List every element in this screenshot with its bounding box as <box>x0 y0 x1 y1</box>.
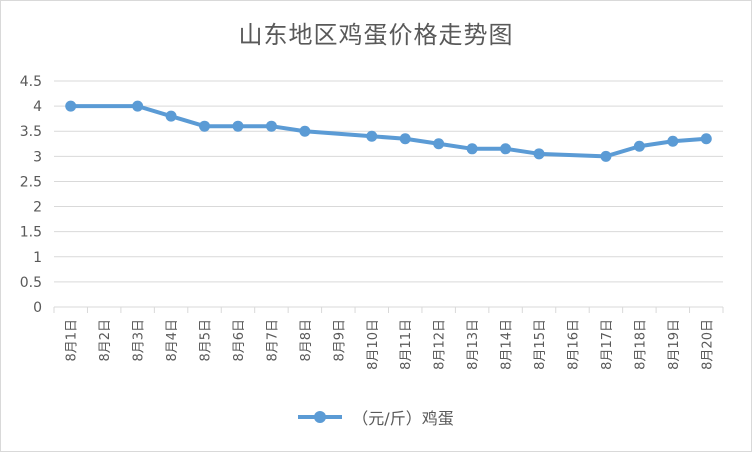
y-tick-label: 0.5 <box>20 275 42 291</box>
y-tick-label: 2.5 <box>20 174 42 190</box>
x-tick-label: 8月3日 <box>132 319 147 362</box>
data-point <box>232 120 244 132</box>
data-point <box>433 138 445 150</box>
y-tick-label: 0 <box>33 300 42 316</box>
x-tick-label: 8月14日 <box>500 319 515 370</box>
x-tick-label: 8月9日 <box>332 319 347 362</box>
data-point <box>533 148 545 160</box>
x-tick-label: 8月6日 <box>232 319 247 362</box>
data-point <box>667 135 679 147</box>
x-tick-label: 8月12日 <box>433 319 448 370</box>
x-tick-label: 8月15日 <box>533 319 548 370</box>
x-tick-label: 8月19日 <box>667 319 682 370</box>
y-tick-label: 3.5 <box>20 124 42 140</box>
data-point <box>399 133 411 145</box>
legend-marker <box>298 410 343 424</box>
data-point <box>600 150 612 162</box>
x-tick-label: 8月13日 <box>466 319 481 370</box>
data-point <box>299 125 311 137</box>
y-tick-label: 4.5 <box>20 74 42 90</box>
data-point <box>199 120 211 132</box>
data-point <box>366 130 378 142</box>
data-point <box>165 110 177 122</box>
y-tick-label: 3 <box>33 149 42 165</box>
data-point <box>633 140 645 152</box>
data-point <box>700 133 712 145</box>
y-tick-label: 1 <box>33 250 42 266</box>
y-tick-label: 4 <box>33 99 42 115</box>
chart-title: 山东地区鸡蛋价格走势图 <box>238 21 514 49</box>
y-tick-label: 2 <box>33 200 42 216</box>
legend-label: （元/斤）鸡蛋 <box>352 409 454 428</box>
data-point <box>65 100 77 112</box>
data-point <box>500 143 512 155</box>
x-tick-label: 8月7日 <box>265 319 280 362</box>
x-tick-label: 8月4日 <box>165 319 180 362</box>
data-point <box>132 100 144 112</box>
data-point <box>466 143 478 155</box>
x-tick-label: 8月17日 <box>600 319 615 370</box>
x-tick-label: 8月10日 <box>366 319 381 370</box>
x-tick-label: 8月5日 <box>199 319 214 362</box>
data-point <box>265 120 277 132</box>
x-tick-label: 8月20日 <box>700 319 715 370</box>
x-tick-label: 8月16日 <box>566 319 581 370</box>
x-tick-label: 8月18日 <box>633 319 648 370</box>
x-tick-label: 8月2日 <box>98 319 113 362</box>
y-tick-label: 1.5 <box>20 225 42 241</box>
x-tick-label: 8月11日 <box>399 319 414 370</box>
legend: （元/斤）鸡蛋 <box>1 405 751 429</box>
x-tick-label: 8月1日 <box>65 319 80 362</box>
x-tick-label: 8月8日 <box>299 319 314 362</box>
